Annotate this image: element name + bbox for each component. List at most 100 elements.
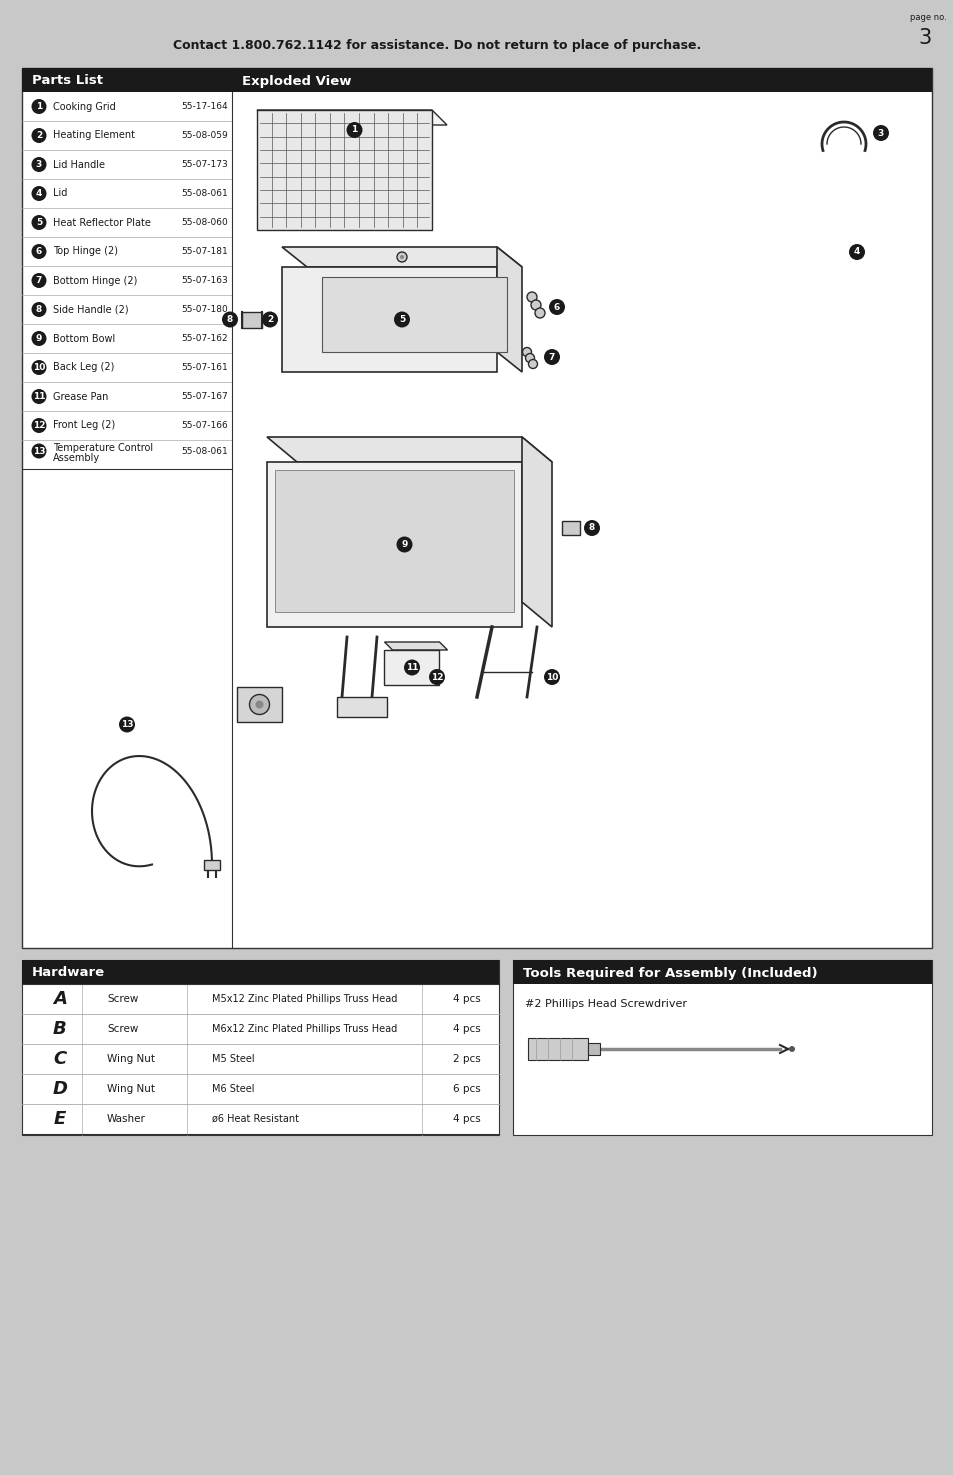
Polygon shape bbox=[256, 111, 432, 230]
Circle shape bbox=[396, 537, 412, 553]
Text: 10: 10 bbox=[32, 363, 45, 372]
Text: 11: 11 bbox=[32, 392, 45, 401]
Circle shape bbox=[31, 302, 47, 317]
Text: C: C bbox=[53, 1050, 67, 1068]
Text: Heat Reflector Plate: Heat Reflector Plate bbox=[53, 217, 151, 227]
Polygon shape bbox=[204, 860, 220, 869]
Bar bbox=[232, 68, 931, 91]
Text: 13: 13 bbox=[121, 720, 133, 729]
Text: 55-17-164: 55-17-164 bbox=[181, 102, 228, 111]
Circle shape bbox=[31, 243, 47, 260]
Text: 6: 6 bbox=[36, 246, 42, 257]
Text: 55-08-061: 55-08-061 bbox=[181, 189, 228, 198]
Text: 2: 2 bbox=[36, 131, 42, 140]
Polygon shape bbox=[274, 471, 514, 612]
Text: 5: 5 bbox=[36, 218, 42, 227]
Circle shape bbox=[429, 670, 444, 684]
Text: 1: 1 bbox=[36, 102, 42, 111]
Text: Cooking Grid: Cooking Grid bbox=[53, 102, 115, 112]
Bar bbox=[513, 960, 931, 984]
Text: Wing Nut: Wing Nut bbox=[107, 1055, 154, 1063]
Circle shape bbox=[403, 659, 419, 676]
Text: M6 Steel: M6 Steel bbox=[212, 1084, 254, 1094]
Text: Lid: Lid bbox=[53, 189, 68, 199]
Text: #2 Phillips Head Screwdriver: #2 Phillips Head Screwdriver bbox=[524, 999, 686, 1009]
Polygon shape bbox=[236, 687, 282, 721]
Text: Washer: Washer bbox=[107, 1114, 146, 1124]
Bar bbox=[22, 68, 931, 948]
Circle shape bbox=[528, 360, 537, 369]
Text: Hardware: Hardware bbox=[32, 966, 105, 979]
Text: 2: 2 bbox=[267, 316, 273, 324]
Text: 55-07-163: 55-07-163 bbox=[181, 276, 228, 285]
Circle shape bbox=[119, 717, 135, 733]
Polygon shape bbox=[242, 311, 262, 327]
Circle shape bbox=[262, 311, 277, 327]
Circle shape bbox=[543, 350, 559, 364]
Polygon shape bbox=[384, 642, 447, 650]
Text: 3: 3 bbox=[918, 28, 931, 49]
Circle shape bbox=[526, 292, 537, 302]
Text: 13: 13 bbox=[32, 447, 45, 456]
Text: M6x12 Zinc Plated Phillips Truss Head: M6x12 Zinc Plated Phillips Truss Head bbox=[212, 1024, 396, 1034]
Text: M5 Steel: M5 Steel bbox=[212, 1055, 254, 1063]
Text: 55-07-167: 55-07-167 bbox=[181, 392, 228, 401]
Text: M5x12 Zinc Plated Phillips Truss Head: M5x12 Zinc Plated Phillips Truss Head bbox=[212, 994, 397, 1004]
Bar bbox=[22, 960, 498, 984]
Polygon shape bbox=[336, 698, 387, 717]
Text: 3: 3 bbox=[877, 128, 883, 137]
Text: 2 pcs: 2 pcs bbox=[453, 1055, 480, 1063]
Bar bbox=[587, 1043, 599, 1055]
Circle shape bbox=[31, 156, 47, 173]
Circle shape bbox=[31, 389, 47, 404]
Text: 11: 11 bbox=[405, 662, 417, 673]
Polygon shape bbox=[497, 246, 521, 372]
Text: 55-07-180: 55-07-180 bbox=[181, 305, 228, 314]
Circle shape bbox=[31, 417, 47, 434]
Circle shape bbox=[31, 215, 47, 230]
Circle shape bbox=[31, 186, 47, 201]
Text: 7: 7 bbox=[548, 353, 555, 361]
Text: Screw: Screw bbox=[107, 1024, 138, 1034]
Text: A: A bbox=[53, 990, 67, 1007]
Circle shape bbox=[31, 99, 47, 114]
Bar bbox=[513, 960, 931, 1134]
Circle shape bbox=[396, 252, 407, 263]
Text: page no.: page no. bbox=[909, 13, 945, 22]
Text: Top Hinge (2): Top Hinge (2) bbox=[53, 246, 118, 257]
Text: Temperature Control: Temperature Control bbox=[53, 442, 153, 453]
Text: Heating Element: Heating Element bbox=[53, 130, 135, 140]
Text: 8: 8 bbox=[588, 524, 595, 532]
Text: Front Leg (2): Front Leg (2) bbox=[53, 420, 115, 431]
Polygon shape bbox=[256, 111, 447, 125]
Text: Tools Required for Assembly (Included): Tools Required for Assembly (Included) bbox=[522, 966, 817, 979]
Text: 4: 4 bbox=[36, 189, 42, 198]
Text: 5: 5 bbox=[398, 316, 405, 324]
Text: D: D bbox=[52, 1080, 68, 1097]
Text: 6 pcs: 6 pcs bbox=[453, 1084, 480, 1094]
Text: 7: 7 bbox=[36, 276, 42, 285]
Text: 12: 12 bbox=[431, 673, 443, 681]
Text: 1: 1 bbox=[351, 125, 357, 134]
Polygon shape bbox=[561, 521, 579, 535]
Text: 4 pcs: 4 pcs bbox=[453, 1114, 480, 1124]
Circle shape bbox=[394, 311, 410, 327]
Circle shape bbox=[222, 311, 237, 327]
Circle shape bbox=[788, 1046, 794, 1052]
Polygon shape bbox=[267, 437, 552, 462]
Text: 9: 9 bbox=[36, 333, 42, 344]
Circle shape bbox=[535, 308, 544, 319]
Text: E: E bbox=[53, 1111, 66, 1128]
Text: 4 pcs: 4 pcs bbox=[453, 994, 480, 1004]
Text: 55-07-162: 55-07-162 bbox=[181, 333, 228, 344]
Text: ø6 Heat Resistant: ø6 Heat Resistant bbox=[212, 1114, 298, 1124]
Circle shape bbox=[31, 444, 47, 459]
Circle shape bbox=[31, 330, 47, 347]
Text: 10: 10 bbox=[545, 673, 558, 681]
Text: 55-07-161: 55-07-161 bbox=[181, 363, 228, 372]
Circle shape bbox=[522, 348, 531, 357]
Text: 8: 8 bbox=[227, 316, 233, 324]
Text: 4 pcs: 4 pcs bbox=[453, 1024, 480, 1034]
Circle shape bbox=[346, 122, 362, 139]
Text: 55-08-059: 55-08-059 bbox=[181, 131, 228, 140]
